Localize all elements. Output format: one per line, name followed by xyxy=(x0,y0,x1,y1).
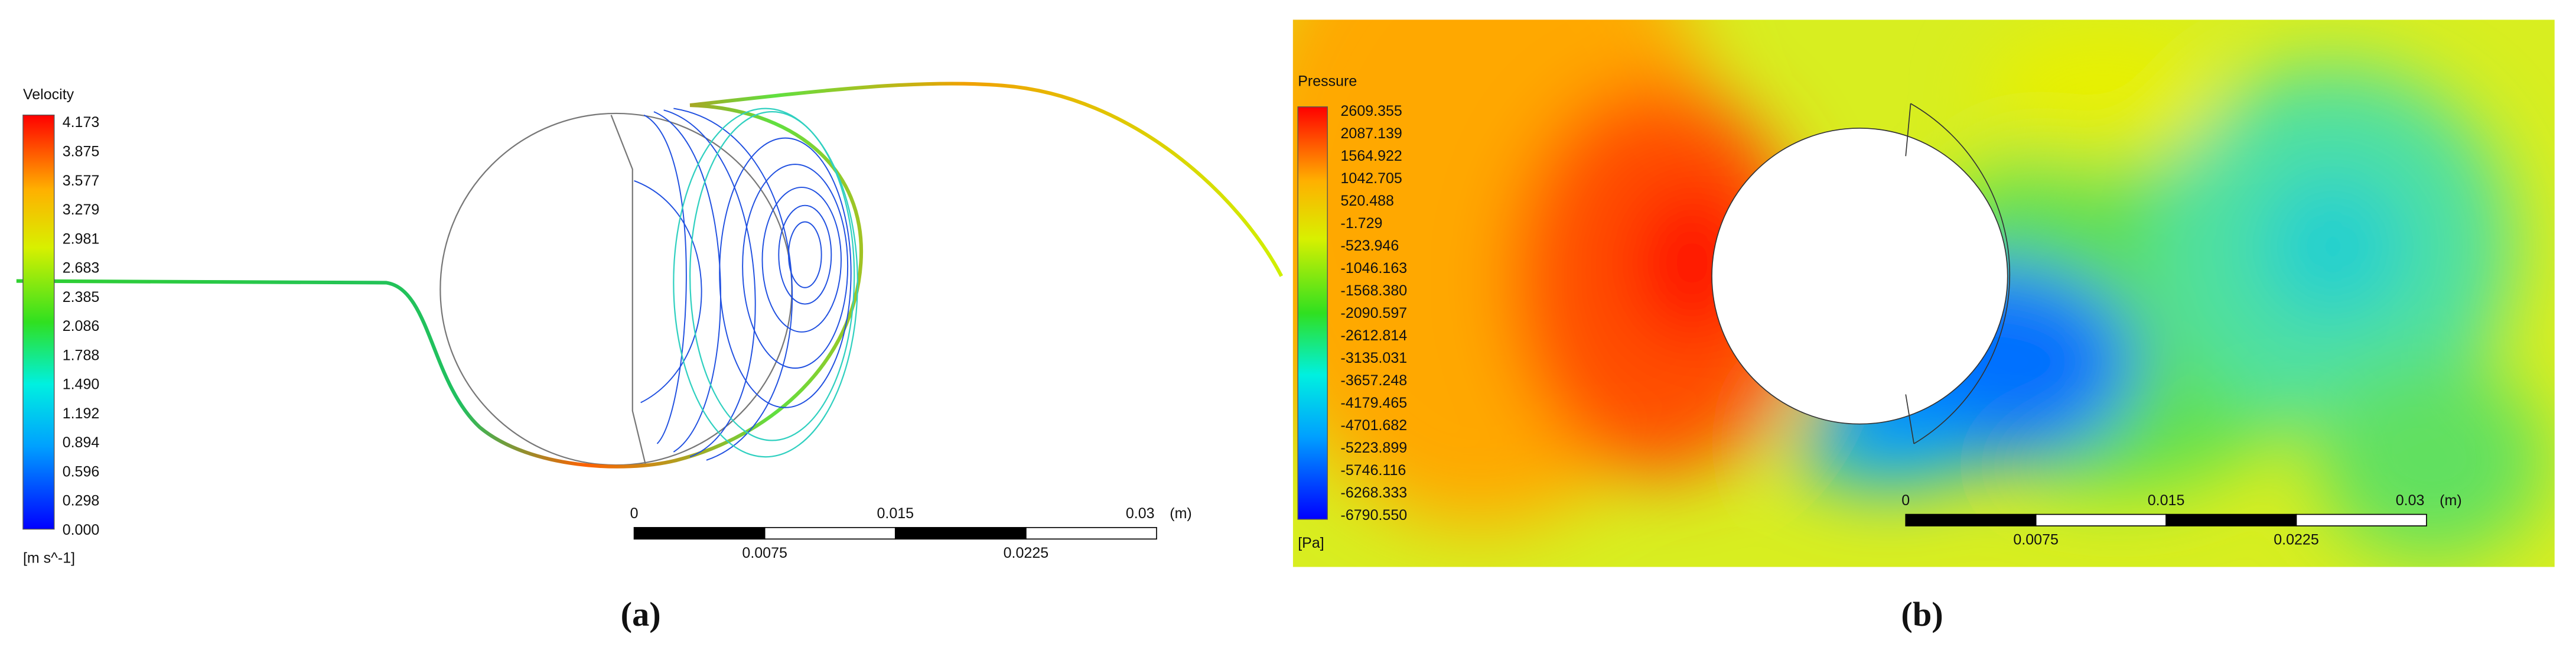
colorbar-tick-label: 2609.355 xyxy=(1341,103,1402,119)
pressure-field xyxy=(1292,19,2555,567)
colorbar-tick-label: -4701.682 xyxy=(1341,417,1408,434)
colorbar-tick-label: 4.173 xyxy=(63,114,100,131)
colorbar-tick-label: 3.577 xyxy=(63,173,100,189)
colorbar-tick-label: 2.683 xyxy=(63,260,100,277)
scale-bar-label: 0.03 xyxy=(1126,505,1155,522)
colorbar-tick-label: -5223.899 xyxy=(1341,440,1408,456)
colorbar-tick-label: 3.279 xyxy=(63,201,100,218)
colorbar-tick-label: 1.192 xyxy=(63,405,100,422)
scale-bar-segment xyxy=(633,526,766,540)
colorbar-tick-label: -523.946 xyxy=(1341,238,1399,254)
colorbar-tick-label: 2.385 xyxy=(63,289,100,305)
colorbar-tick-label: 1042.705 xyxy=(1341,170,1402,187)
panel-caption: (a) xyxy=(621,595,661,633)
scale-bar-label: 0.0225 xyxy=(1004,545,1049,561)
legend-unit: [Pa] xyxy=(1298,535,1324,551)
scale-bar-label: 0.0075 xyxy=(2013,532,2059,548)
colorbar-tick-label: 1.490 xyxy=(63,376,100,393)
scale-bar-segment xyxy=(2165,513,2297,526)
scale-bar-label: 0.0225 xyxy=(2274,532,2319,548)
colorbar xyxy=(22,115,55,530)
colorbar-tick-label: -1046.163 xyxy=(1341,260,1408,277)
colorbar-tick-label: 1.788 xyxy=(63,347,100,363)
colorbar-tick-label: -6268.333 xyxy=(1341,485,1408,501)
colorbar xyxy=(1297,106,1328,520)
legend-title: Pressure xyxy=(1298,73,1357,90)
colorbar-tick-label: -1568.380 xyxy=(1341,282,1408,299)
scale-bar-unit: (m) xyxy=(1170,505,1192,522)
colorbar-tick-label: 520.488 xyxy=(1341,193,1394,209)
scale-bar-label: 0.015 xyxy=(877,505,914,522)
colorbar-tick-label: -3135.031 xyxy=(1341,350,1408,366)
scale-bar-label: 0.03 xyxy=(2396,492,2425,509)
colorbar-tick-label: 2.981 xyxy=(63,230,100,247)
scale-bar-segment xyxy=(1025,526,1157,540)
colorbar-tick-label: -4179.465 xyxy=(1341,395,1408,411)
colorbar-tick-label: -3657.248 xyxy=(1341,372,1408,389)
colorbar-tick-label: -5746.116 xyxy=(1341,462,1406,479)
colorbar-tick-label: -6790.550 xyxy=(1341,507,1408,524)
scale-bar-segment xyxy=(764,526,896,540)
colorbar-tick-label: 0.298 xyxy=(63,493,100,509)
scale-bar-label: 0.0075 xyxy=(742,545,787,561)
colorbar-tick-label: 2087.139 xyxy=(1341,125,1402,142)
colorbar-tick-label: -2090.597 xyxy=(1341,305,1408,321)
scale-bar-segment xyxy=(2295,513,2427,526)
scale-bar-label: 0.015 xyxy=(2148,492,2185,509)
scale-bar-label: 0 xyxy=(1901,492,1910,509)
colorbar-tick-label: 0.596 xyxy=(63,463,100,480)
panel-caption: (b) xyxy=(1901,595,1943,633)
legend-title: Velocity xyxy=(23,86,74,103)
scale-bar-unit: (m) xyxy=(2440,492,2462,509)
scale-bar-label: 0 xyxy=(630,505,639,522)
legend-unit: [m s^-1] xyxy=(23,550,75,566)
colorbar-tick-label: 0.000 xyxy=(63,522,100,538)
scale-bar-segment xyxy=(2035,513,2167,526)
colorbar-tick-label: 1564.922 xyxy=(1341,148,1402,164)
scale-bar-segment xyxy=(1905,513,2037,526)
colorbar-tick-label: -1.729 xyxy=(1341,215,1383,232)
colorbar-tick-label: 2.086 xyxy=(63,318,100,334)
colorbar-tick-label: 3.875 xyxy=(63,143,100,160)
colorbar-tick-label: 0.894 xyxy=(63,434,100,451)
velocity-streamlines xyxy=(16,82,1284,469)
scale-bar-segment xyxy=(894,526,1027,540)
colorbar-tick-label: -2612.814 xyxy=(1341,327,1408,344)
